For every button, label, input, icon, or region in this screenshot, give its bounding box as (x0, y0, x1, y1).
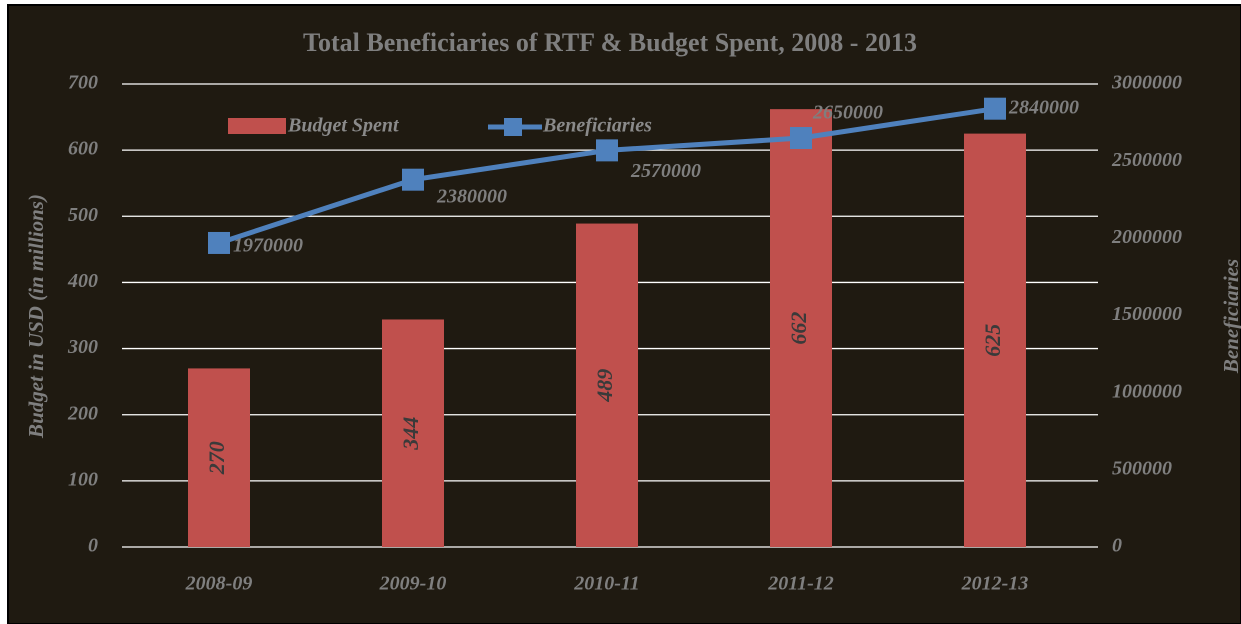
x-tick-label: 2009-10 (379, 573, 447, 595)
y2-tick-label: 500000 (1112, 457, 1172, 479)
x-tick-label: 2012-13 (961, 573, 1029, 595)
y-tick-label: 500 (68, 204, 98, 226)
y-axis-title: Budget in USD (in millions) (24, 194, 48, 439)
bar-value-label: 662 (786, 312, 811, 345)
y-tick-label: 100 (68, 468, 98, 490)
y2-tick-label: 2000000 (1111, 226, 1182, 248)
y-tick-label: 200 (67, 402, 98, 424)
y-tick-label: 600 (68, 138, 98, 160)
bar (770, 109, 832, 548)
bar-value-label: 344 (398, 417, 423, 451)
y2-tick-label: 3000000 (1111, 72, 1182, 94)
bar (382, 319, 444, 547)
y-tick-label: 400 (67, 270, 98, 292)
legend-label: Beneficiaries (542, 115, 652, 137)
line-marker (984, 97, 1006, 120)
legend-swatch (228, 118, 286, 134)
x-tick-label: 2008-09 (185, 573, 253, 595)
line-marker (402, 168, 424, 191)
bar (576, 223, 638, 547)
y2-axis-title: Beneficiaries (1219, 259, 1241, 374)
line-marker (596, 139, 618, 162)
y2-tick-label: 2500000 (1111, 149, 1182, 171)
y-tick-label: 700 (68, 72, 98, 94)
y2-tick-label: 1500000 (1112, 303, 1182, 325)
chart-title: Total Beneficiaries of RTF & Budget Spen… (303, 28, 917, 57)
line-value-label: 2840000 (1008, 96, 1079, 118)
y-tick-label: 300 (67, 336, 98, 358)
x-tick-label: 2010-11 (573, 573, 640, 595)
line-marker (208, 231, 230, 254)
legend-marker (504, 118, 522, 136)
line-value-label: 2650000 (812, 102, 883, 124)
line-marker (790, 127, 812, 150)
y-tick-label: 0 (88, 535, 98, 557)
bar (964, 133, 1026, 547)
y2-tick-label: 0 (1112, 535, 1122, 557)
line-value-label: 1970000 (233, 235, 303, 257)
bar-value-label: 489 (592, 369, 617, 403)
legend-label: Budget Spent (287, 115, 400, 137)
x-tick-label: 2011-12 (767, 573, 834, 595)
line-value-label: 2380000 (436, 185, 507, 207)
line-value-label: 2570000 (630, 160, 701, 182)
bar-value-label: 625 (980, 324, 1005, 357)
y2-tick-label: 1000000 (1112, 380, 1182, 402)
bar-value-label: 270 (204, 441, 229, 475)
bar (188, 368, 250, 547)
